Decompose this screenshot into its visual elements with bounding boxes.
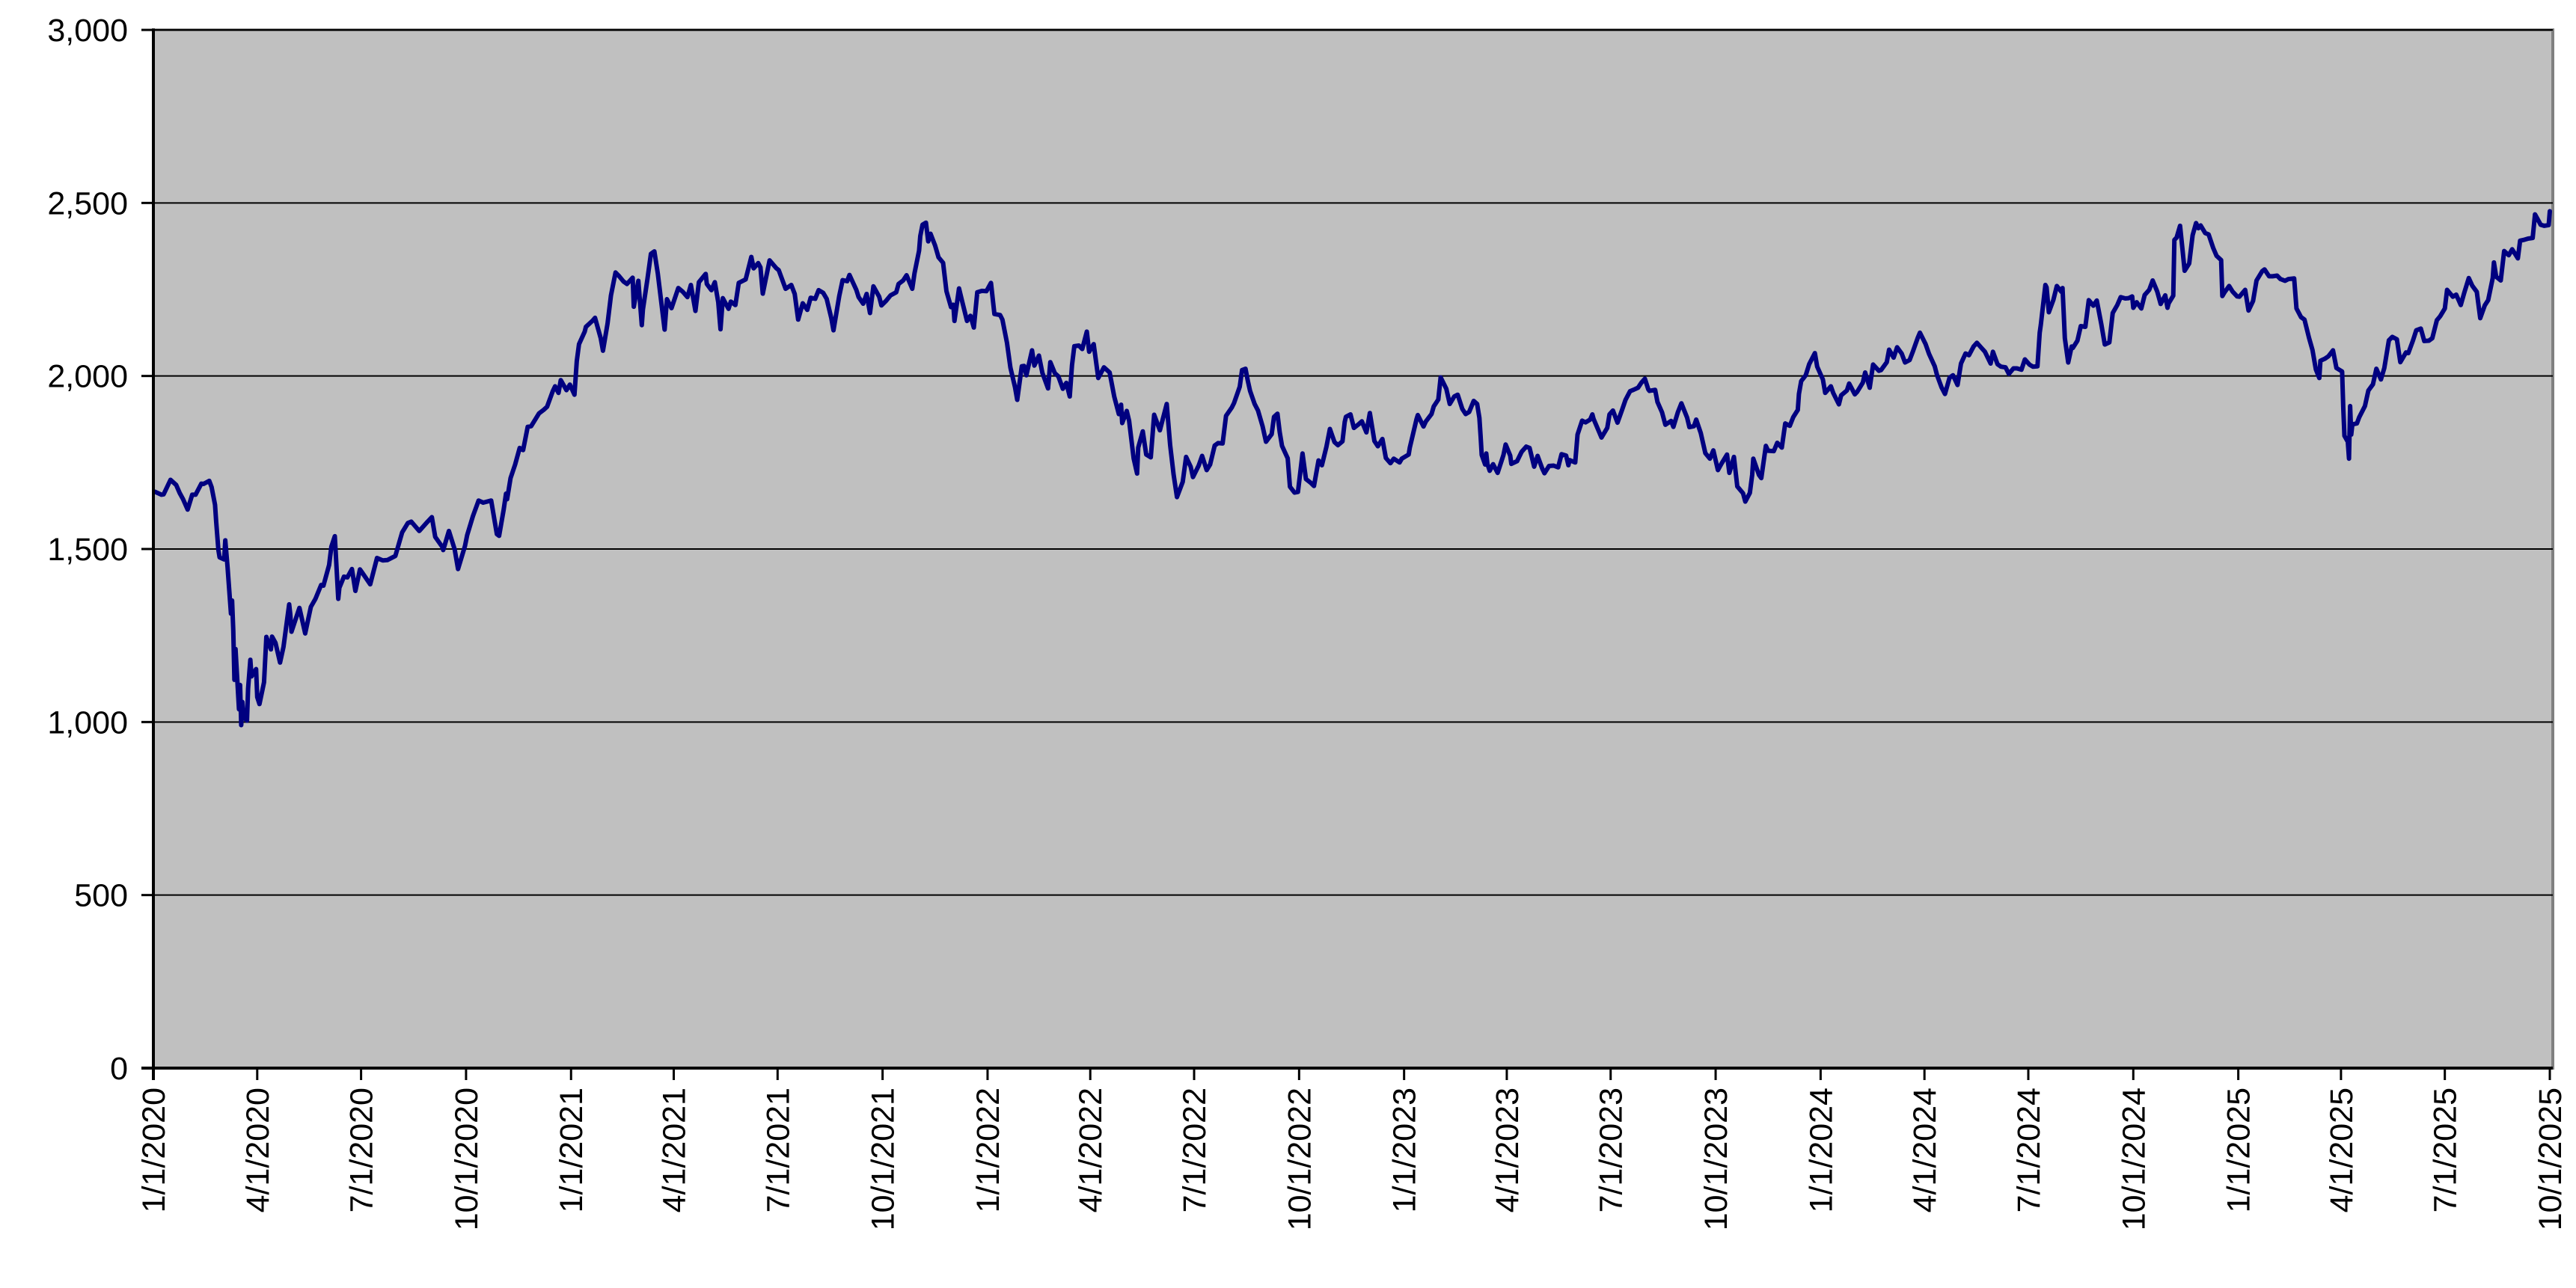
- y-axis-labels: 0 500 1,000 1,500 2,000 2,500 3,000: [47, 13, 128, 1087]
- y-tick-label: 1,500: [47, 532, 128, 568]
- x-tick-label: 1/1/2020: [136, 1088, 172, 1212]
- x-tick-label: 4/1/2021: [657, 1088, 693, 1212]
- x-tick-label: 7/1/2020: [344, 1088, 380, 1212]
- y-tick-label: 1,000: [47, 705, 128, 740]
- x-tick-label: 4/1/2020: [240, 1088, 276, 1212]
- x-tick-label: 4/1/2024: [1907, 1088, 1943, 1212]
- y-tick-label: 3,000: [47, 13, 128, 49]
- x-tick-label: 4/1/2022: [1073, 1088, 1109, 1212]
- x-tick-label: 4/1/2025: [2324, 1088, 2360, 1212]
- price-line-series: [152, 209, 2552, 728]
- x-tick-label: 1/1/2021: [554, 1088, 590, 1212]
- x-tick-label: 10/1/2022: [1282, 1088, 1318, 1230]
- x-tick-label: 1/1/2022: [970, 1088, 1006, 1212]
- x-tick-label: 7/1/2023: [1594, 1088, 1630, 1212]
- x-tick-label: 1/1/2024: [1803, 1088, 1839, 1212]
- x-tick-label: 1/1/2023: [1387, 1088, 1423, 1212]
- x-tick-label: 10/1/2023: [1698, 1088, 1734, 1230]
- gridlines: [153, 29, 2553, 896]
- y-axis-ticks: [141, 28, 153, 1070]
- x-tick-label: 10/1/2025: [2533, 1088, 2569, 1230]
- x-tick-label: 7/1/2025: [2428, 1088, 2464, 1212]
- x-tick-label: 4/1/2023: [1490, 1088, 1526, 1212]
- x-tick-label: 10/1/2020: [449, 1088, 485, 1230]
- x-tick-label: 7/1/2022: [1177, 1088, 1213, 1212]
- x-tick-label: 1/1/2025: [2221, 1088, 2257, 1212]
- y-tick-label: 2,500: [47, 185, 128, 221]
- x-axis-labels: 1/1/2020 4/1/2020 7/1/2020 10/1/2020 1/1/202…: [136, 1088, 2569, 1230]
- x-tick-label: 7/1/2021: [760, 1088, 796, 1212]
- y-tick-label: 0: [110, 1051, 128, 1087]
- x-tick-label: 7/1/2024: [2011, 1088, 2047, 1212]
- y-tick-label: 500: [74, 878, 128, 914]
- y-tick-label: 2,000: [47, 359, 128, 395]
- x-axis-ticks: [152, 1068, 2551, 1080]
- x-tick-label: 10/1/2021: [866, 1088, 902, 1230]
- x-tick-label: 10/1/2024: [2116, 1088, 2152, 1230]
